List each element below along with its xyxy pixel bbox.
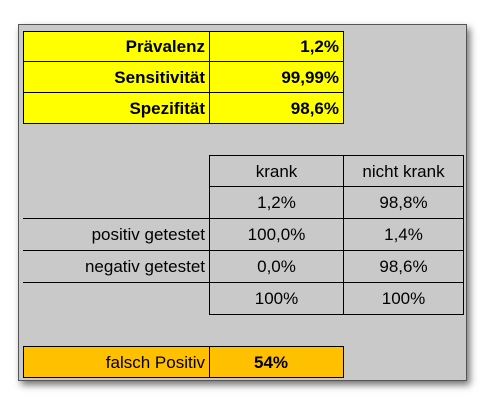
share-krank: 1,2%: [210, 187, 344, 219]
total-krank: 100%: [210, 283, 344, 315]
totals-label: [23, 283, 210, 315]
prevalence-value: 1,2%: [210, 31, 344, 62]
total-nicht-krank: 100%: [344, 283, 464, 315]
negative-test-label: negativ getestet: [23, 251, 210, 283]
prevalence-label: Prävalenz: [23, 31, 210, 62]
false-positive-label: falsch Positiv: [23, 346, 210, 378]
negative-nicht-krank: 98,6%: [344, 251, 464, 283]
header-nicht-krank: nicht krank: [344, 155, 464, 187]
sensitivity-value: 99,99%: [210, 62, 344, 93]
sensitivity-label: Sensitivität: [23, 62, 210, 93]
positive-krank: 100,0%: [210, 219, 344, 251]
positive-nicht-krank: 1,4%: [344, 219, 464, 251]
specificity-value: 98,6%: [210, 93, 344, 124]
false-positive-value: 54%: [210, 346, 344, 378]
share-nicht-krank: 98,8%: [344, 187, 464, 219]
negative-krank: 0,0%: [210, 251, 344, 283]
header-krank: krank: [209, 155, 344, 187]
positive-test-label: positiv getestet: [23, 219, 210, 251]
specificity-label: Spezifität: [23, 93, 210, 124]
spreadsheet-area: Prävalenz 1,2% Sensitivität 99,99% Spezi…: [18, 24, 467, 381]
share-row-label: [23, 187, 210, 219]
